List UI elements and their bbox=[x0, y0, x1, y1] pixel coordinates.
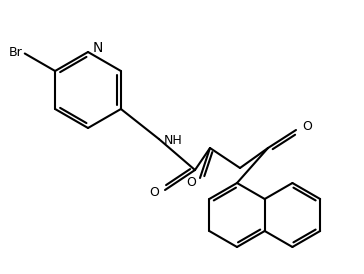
Text: Br: Br bbox=[9, 46, 23, 59]
Text: N: N bbox=[93, 41, 103, 55]
Text: O: O bbox=[149, 185, 159, 198]
Text: O: O bbox=[302, 119, 312, 133]
Text: O: O bbox=[186, 176, 196, 189]
Text: NH: NH bbox=[164, 135, 183, 147]
